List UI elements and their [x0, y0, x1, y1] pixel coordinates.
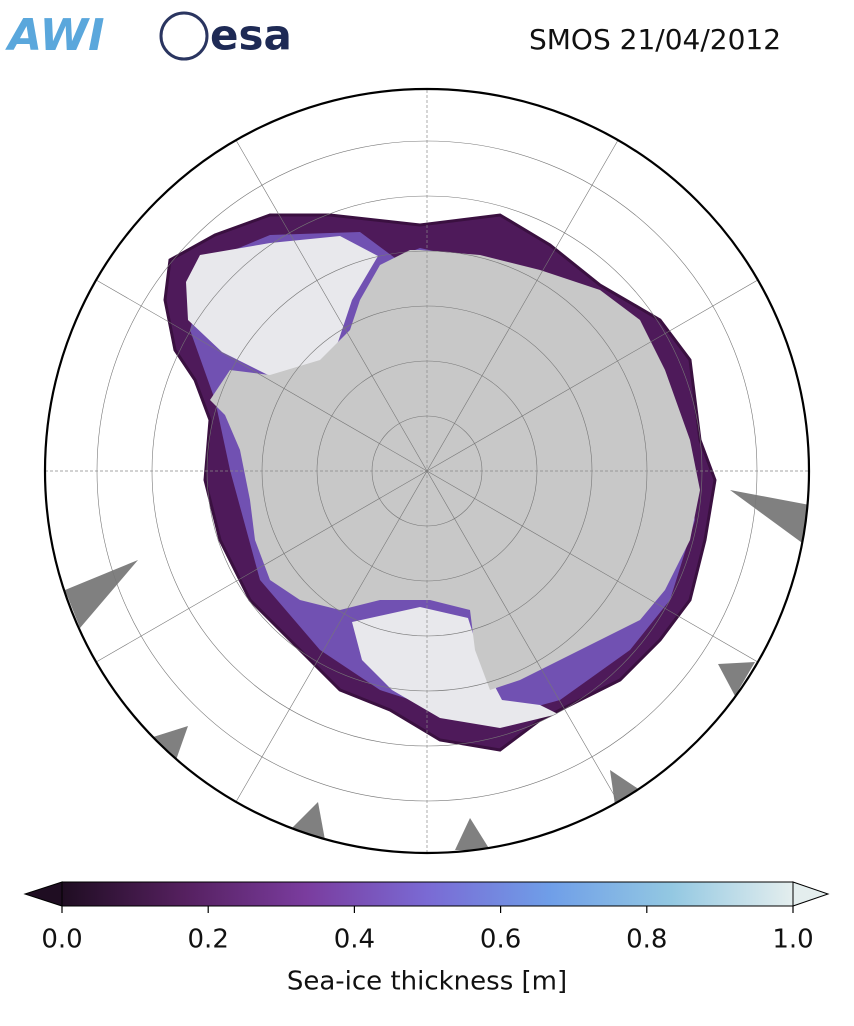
- map: [45, 89, 809, 853]
- esa-logo: esa: [210, 11, 292, 60]
- colorbar-tick-label: 0.8: [626, 925, 667, 955]
- awi-logo: AWI: [5, 10, 105, 61]
- colorbar-ramp: [61, 881, 794, 907]
- map-frame: [43, 87, 811, 855]
- colorbar-tick-label: 0.2: [188, 925, 229, 955]
- meridian: [80, 270, 774, 672]
- land: [610, 770, 640, 805]
- land: [730, 490, 809, 545]
- land: [150, 726, 188, 760]
- colorbar-tick-label: 0.4: [334, 925, 375, 955]
- colorbar-tick-label: 0.6: [480, 925, 521, 955]
- colorbar: [23, 881, 830, 913]
- colorbar-extend-max: [792, 881, 830, 907]
- ross-thick-ice: [352, 607, 558, 728]
- land: [455, 818, 490, 850]
- title: SMOS 21/04/2012: [529, 23, 781, 56]
- graticule: [45, 89, 809, 853]
- antarctica: [210, 250, 700, 690]
- weddell-thick-ice: [186, 236, 378, 376]
- colorbar-tick-label: 0.0: [41, 925, 82, 955]
- land: [65, 560, 138, 628]
- land: [718, 662, 755, 696]
- colorbar-label: Sea-ice thickness [m]: [287, 967, 567, 997]
- colorbar-tick-label: 1.0: [772, 925, 813, 955]
- esa-emblem: [159, 11, 209, 61]
- colorbar-extend-min: [23, 881, 63, 907]
